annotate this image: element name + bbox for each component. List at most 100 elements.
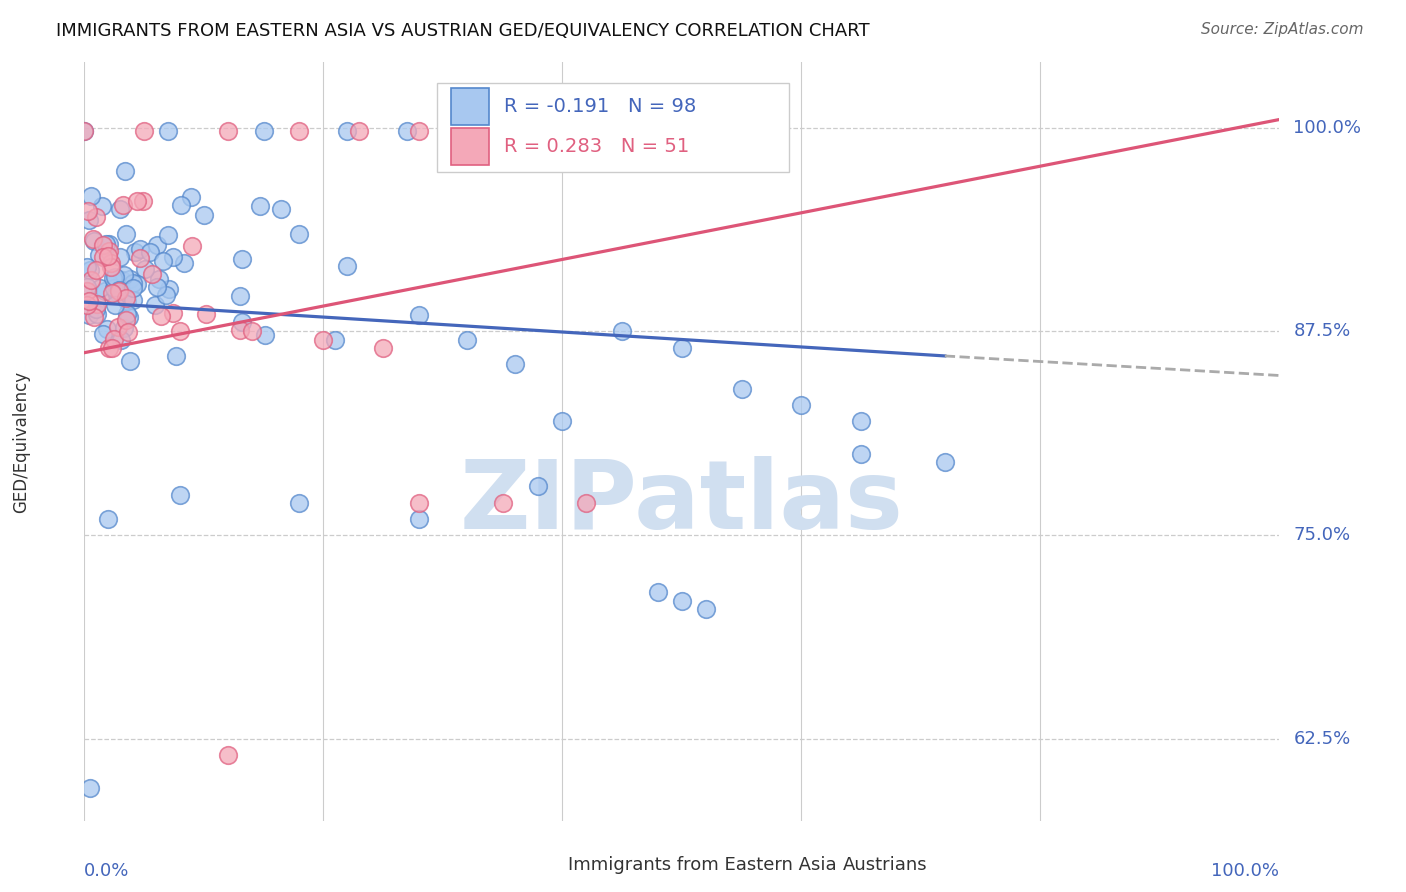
Point (408, 124, 430, 138)
Point (229, 289, 252, 303)
Point (125, 194, 148, 208)
Point (336, 124, 359, 138)
Point (599, 124, 621, 138)
Point (270, 202, 292, 216)
Point (492, 124, 515, 138)
Point (240, 325, 263, 339)
Point (86, 301, 108, 316)
Point (97, 341, 120, 355)
Point (671, 341, 693, 355)
Point (86, 210, 108, 224)
Point (231, 315, 253, 329)
FancyBboxPatch shape (437, 83, 790, 172)
Point (97, 512, 120, 526)
Point (396, 124, 419, 138)
Point (104, 269, 127, 284)
Point (108, 283, 131, 297)
Point (100, 256, 122, 270)
Text: 75.0%: 75.0% (1294, 526, 1351, 544)
Point (111, 273, 134, 287)
Point (97, 249, 120, 263)
Point (150, 309, 173, 323)
Point (79, 262, 101, 277)
Point (112, 321, 135, 335)
Point (152, 253, 174, 268)
Point (695, 601, 717, 615)
Point (103, 332, 125, 346)
Text: GED/Equivalency: GED/Equivalency (13, 370, 31, 513)
Point (373, 341, 395, 355)
Point (73, 124, 96, 138)
Point (165, 349, 187, 363)
Point (288, 496, 311, 510)
Text: 62.5%: 62.5% (1294, 731, 1351, 748)
Point (934, 455, 956, 469)
Point (195, 307, 218, 321)
Text: Immigrants from Eastern Asia: Immigrants from Eastern Asia (568, 856, 837, 874)
Point (79, 780, 101, 795)
Point (456, 124, 478, 138)
Point (527, 479, 550, 493)
Point (408, 308, 430, 322)
Point (76, 204, 98, 219)
Point (76, 284, 98, 298)
Point (132, 194, 155, 208)
Point (408, 512, 430, 526)
Point (98, 236, 121, 251)
Point (82, 232, 104, 246)
Point (110, 250, 132, 264)
Point (76, 260, 98, 275)
Point (612, 325, 634, 339)
Point (96, 322, 118, 336)
Point (169, 325, 191, 339)
Point (118, 310, 141, 324)
Point (456, 333, 478, 347)
Point (108, 202, 131, 217)
Text: 0.0%: 0.0% (84, 863, 129, 880)
Point (141, 268, 163, 282)
Point (217, 124, 239, 138)
Point (115, 313, 138, 327)
Point (94, 285, 117, 299)
Point (288, 227, 311, 241)
Point (104, 285, 127, 299)
Point (564, 124, 586, 138)
Point (115, 294, 138, 309)
Point (122, 293, 145, 308)
Point (110, 333, 132, 347)
FancyBboxPatch shape (527, 854, 560, 878)
Point (336, 259, 359, 273)
Point (173, 256, 195, 270)
Point (143, 298, 166, 312)
Point (101, 285, 124, 300)
Point (117, 307, 139, 321)
Point (129, 243, 152, 257)
Point (193, 208, 215, 222)
FancyBboxPatch shape (451, 128, 489, 165)
Point (94, 236, 117, 251)
FancyBboxPatch shape (451, 88, 489, 125)
Point (103, 281, 125, 295)
Point (146, 237, 169, 252)
Point (77, 213, 100, 227)
Point (312, 333, 335, 347)
Point (253, 124, 276, 138)
FancyBboxPatch shape (801, 854, 835, 878)
Text: Austrians: Austrians (844, 856, 928, 874)
Point (76, 298, 98, 312)
Point (349, 124, 371, 138)
Point (86, 307, 108, 321)
Point (104, 298, 127, 312)
Text: 100.0%: 100.0% (1294, 119, 1361, 136)
Point (104, 277, 127, 291)
Point (114, 227, 136, 241)
Point (77, 293, 100, 308)
Point (122, 280, 145, 294)
Point (181, 238, 204, 252)
Point (86, 262, 108, 277)
Point (91, 250, 114, 264)
Point (101, 271, 124, 285)
Point (145, 280, 167, 294)
Point (134, 262, 156, 277)
Point (115, 291, 138, 305)
